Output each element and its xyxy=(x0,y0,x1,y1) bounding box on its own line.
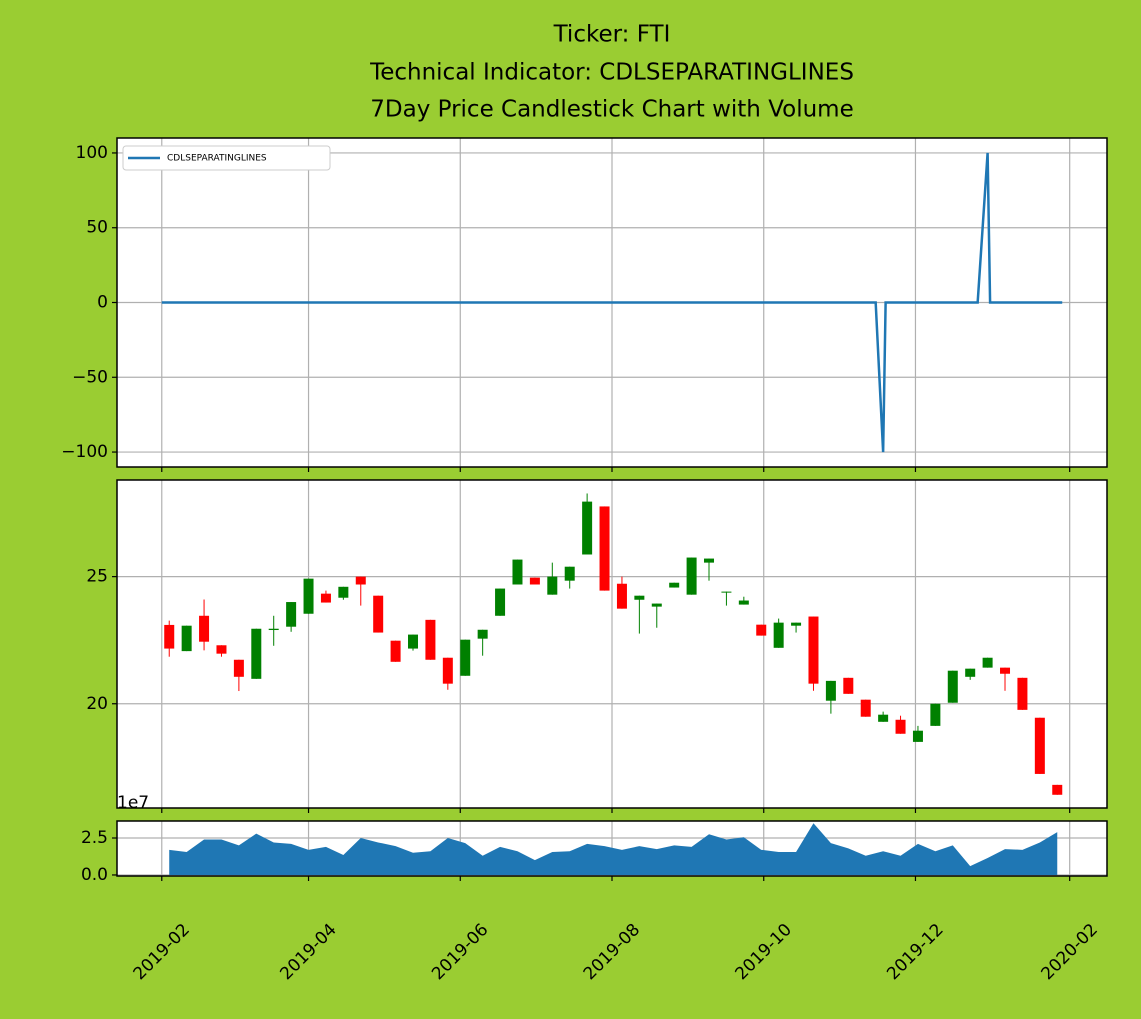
axis-offset: 1e7 xyxy=(117,793,149,813)
candle-body xyxy=(216,645,227,654)
candle-body xyxy=(965,668,976,677)
candle-body xyxy=(756,624,767,636)
candle-body xyxy=(1052,784,1063,795)
candle-body xyxy=(373,595,384,633)
x-tick-label: 2019-08 xyxy=(580,920,644,984)
plot-frame xyxy=(116,137,1108,468)
y-tick-label: −100 xyxy=(61,442,108,462)
candle-body xyxy=(912,730,923,742)
candle-body xyxy=(1034,717,1045,774)
y-tick-label: 0.0 xyxy=(81,865,108,885)
candle-body xyxy=(442,657,453,684)
y-tick-label: 25 xyxy=(86,567,108,587)
candle-body xyxy=(878,714,889,722)
x-tick-label: 2019-12 xyxy=(883,920,947,984)
legend-box xyxy=(122,145,331,171)
candle-body xyxy=(181,625,192,652)
candle-body xyxy=(616,583,627,609)
candle-body xyxy=(947,670,958,703)
candle-body xyxy=(860,699,871,717)
candle-body xyxy=(199,615,210,642)
candle-body xyxy=(390,640,401,662)
candle-body xyxy=(1017,677,1028,710)
title-line: Technical Indicator: CDLSEPARATINGLINES xyxy=(369,60,854,86)
candle-body xyxy=(930,703,941,726)
candle-body xyxy=(704,558,715,563)
x-tick-label: 2020-02 xyxy=(1038,920,1102,984)
candle-body xyxy=(582,501,593,555)
candle-body xyxy=(233,659,244,677)
candle-body xyxy=(791,622,802,626)
y-tick-label: −50 xyxy=(72,367,108,387)
x-tick-label: 2019-06 xyxy=(428,920,492,984)
candle-body xyxy=(634,595,645,600)
candle-body xyxy=(721,591,732,593)
x-tick-label: 2019-02 xyxy=(130,920,194,984)
candle-body xyxy=(895,719,906,734)
title-line: 7Day Price Candlestick Chart with Volume xyxy=(370,97,853,123)
candle-body xyxy=(843,677,854,694)
candle-body xyxy=(808,616,819,684)
candle-body xyxy=(320,593,331,603)
candle-body xyxy=(286,602,297,627)
x-tick-label: 2019-04 xyxy=(276,920,340,984)
candle-body xyxy=(529,577,540,585)
candle-body xyxy=(425,619,436,660)
candle-body xyxy=(477,629,488,639)
candle-body xyxy=(669,582,680,588)
candle-body xyxy=(738,600,749,605)
candle-body xyxy=(460,639,471,676)
candle-body xyxy=(251,628,262,679)
x-tick-label: 2019-10 xyxy=(732,920,796,984)
candle-body xyxy=(651,603,662,607)
candle-body xyxy=(338,586,349,598)
candle-body xyxy=(495,588,506,616)
y-tick-label: 0 xyxy=(97,293,108,313)
candle-body xyxy=(268,628,279,631)
candle-body xyxy=(512,559,523,585)
legend-label: CDLSEPARATINGLINES xyxy=(167,154,267,164)
candle-body xyxy=(164,624,175,649)
candle-body xyxy=(1000,667,1011,674)
indicator-line xyxy=(161,152,1063,453)
title-line: Ticker: FTI xyxy=(553,22,671,48)
y-tick-label: 50 xyxy=(86,218,108,238)
candle-body xyxy=(982,657,993,668)
candle-body xyxy=(825,680,836,701)
candle-body xyxy=(564,566,575,581)
candle-body xyxy=(355,576,366,585)
candle-body xyxy=(686,557,697,595)
plot-frame xyxy=(116,479,1108,809)
candle-body xyxy=(773,622,784,648)
volume-area xyxy=(169,823,1058,875)
candle-body xyxy=(303,578,314,614)
candle-body xyxy=(547,576,558,595)
candle-body xyxy=(408,634,419,649)
y-tick-label: 20 xyxy=(86,694,108,714)
y-tick-label: 100 xyxy=(76,143,108,163)
y-tick-label: 2.5 xyxy=(81,828,108,848)
plot-frame xyxy=(116,820,1108,877)
candle-body xyxy=(599,506,610,591)
